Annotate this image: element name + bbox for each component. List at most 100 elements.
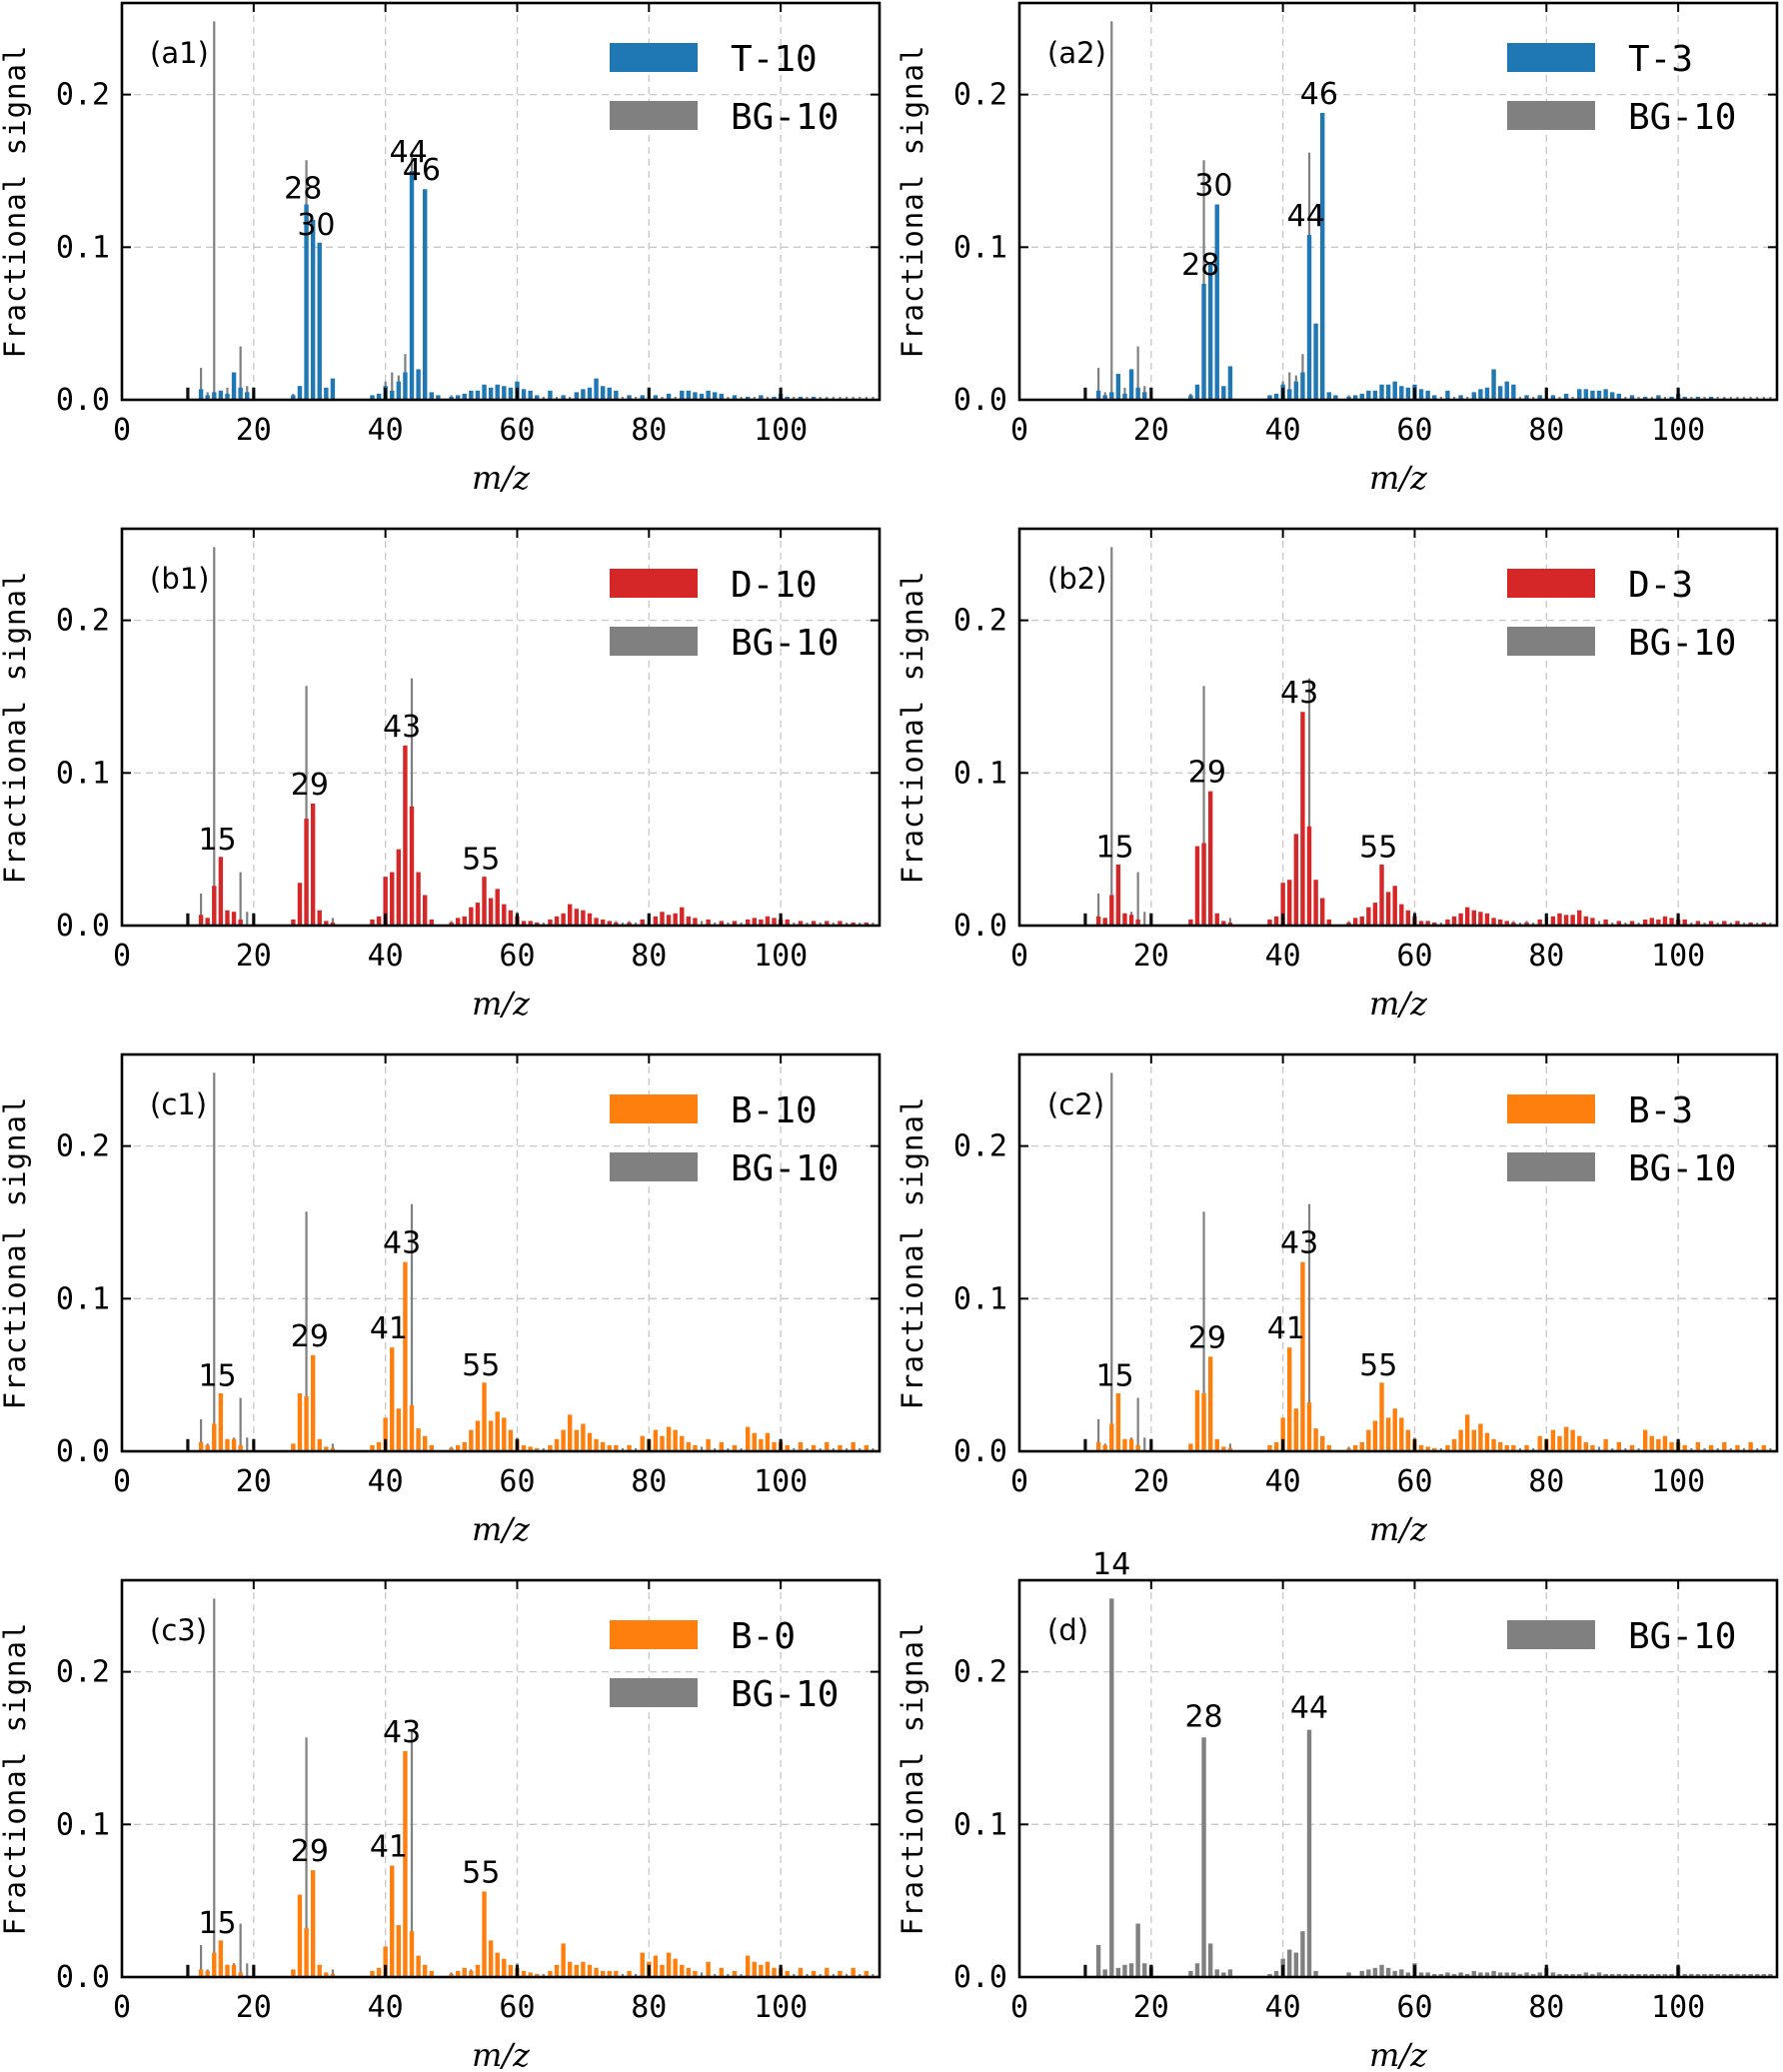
bar-t-3-mz83 <box>1563 393 1569 400</box>
bar-t-10-mz50 <box>449 396 454 400</box>
chart-panel-4: 0 20 40 60 80 100 0.0 0.1 0.2 m/z Fractional signa… <box>895 527 1779 1023</box>
peak-annotation: 43 <box>383 1226 421 1261</box>
bar-d-3-mz83 <box>1563 915 1569 926</box>
bar-bg-10-mz94 <box>1637 922 1640 926</box>
bar-bg-10-mz41 <box>1287 1949 1292 1977</box>
bar-bg-10-mz76 <box>1518 396 1522 400</box>
y-tick-label: 0.1 <box>56 1281 110 1316</box>
bar-d-3-mz89 <box>1603 919 1608 926</box>
y-tick-label: 0.1 <box>953 230 1007 265</box>
y-tick-label: 0.1 <box>56 230 110 265</box>
legend-label: BG-10 <box>1628 1148 1736 1189</box>
legend-swatch-bg-10 <box>1507 627 1595 656</box>
peak-annotation: 29 <box>291 1834 329 1869</box>
bar-d-3-mz13 <box>1102 918 1107 926</box>
bar-bg-10-mz18 <box>1136 872 1139 926</box>
bar-d-3-mz29 <box>1207 791 1213 926</box>
bar-bg-10-mz110 <box>1742 1447 1746 1451</box>
x-tick-label: 60 <box>1396 1464 1432 1499</box>
bar-bg-10-mz92 <box>727 396 730 400</box>
bar-b-3-mz74 <box>1504 1444 1509 1451</box>
x-axis-label: m/z <box>1369 459 1428 497</box>
chart-panel-5: 0 20 40 60 80 100 0.0 0.1 0.2 m/z Fractional signa… <box>0 1052 882 1548</box>
bar-d-3-mz39 <box>1273 916 1279 926</box>
bar-b-3-mz57 <box>1392 1408 1397 1451</box>
x-tick-label: 80 <box>1528 1990 1564 2025</box>
bar-t-10-mz53 <box>469 390 474 400</box>
bar-b-3-mz66 <box>1451 1438 1457 1451</box>
bar-b-0-mz70 <box>581 1961 586 1977</box>
bar-b-3-mz81 <box>1550 1429 1556 1451</box>
bar-bg-10-mz110 <box>1742 396 1746 400</box>
bar-d-10-mz53 <box>469 907 474 926</box>
x-tick-label: 60 <box>1396 1990 1432 2025</box>
bar-b-10-mz105 <box>811 1444 817 1451</box>
y-axis-label: Fractional signal <box>0 571 32 885</box>
y-tick-label: 0.1 <box>953 756 1007 791</box>
bar-t-10-mz55 <box>482 384 487 400</box>
bar-d-10-mz75 <box>614 922 619 926</box>
x-tick-label: 80 <box>1528 939 1564 974</box>
axes-frame <box>120 527 882 928</box>
bar-b-3-mz111 <box>1748 1441 1753 1451</box>
bar-b-3-mz75 <box>1511 1444 1516 1451</box>
bar-bg-10-mz113 <box>865 396 868 400</box>
bar-bg-10-mz28 <box>305 1211 308 1451</box>
bar-bg-10-mz96 <box>1649 1973 1654 1977</box>
bar-d-10-mz31 <box>324 921 329 926</box>
bar-d-10-mz86 <box>686 916 692 926</box>
bar-bg-10-mz108 <box>1729 1447 1732 1451</box>
bar-bg-10-mz28 <box>1202 160 1205 400</box>
bar-t-3-mz41 <box>1287 389 1292 400</box>
bar-t-3-mz29 <box>1207 262 1213 400</box>
bar-d-10-mz97 <box>759 919 764 926</box>
baseline-marker <box>1083 1438 1087 1451</box>
bar-d-10-mz13 <box>205 918 210 926</box>
bar-t-10-mz83 <box>666 393 672 400</box>
bar-d-10-mz79 <box>640 919 645 926</box>
bar-b-3-mz15 <box>1115 1392 1121 1451</box>
bar-t-3-mz50 <box>1346 396 1351 400</box>
bar-b-3-mz69 <box>1471 1429 1476 1451</box>
bar-bg-10-mz92 <box>727 1973 730 1977</box>
bar-t-10-mz72 <box>594 378 599 400</box>
bar-d-3-mz56 <box>1385 892 1391 926</box>
bar-bg-10-mz104 <box>1702 1973 1707 1977</box>
bar-bg-10-mz12 <box>1095 1944 1101 1977</box>
bar-b-0-mz87 <box>693 1970 698 1977</box>
x-tick-label: 60 <box>499 1464 535 1499</box>
peak-annotation: 15 <box>1095 830 1133 865</box>
bar-t-10-mz44 <box>409 170 415 400</box>
bar-b-10-mz52 <box>462 1441 467 1451</box>
bar-d-3-mz95 <box>1642 919 1648 926</box>
bar-b-0-mz96 <box>752 1961 757 1977</box>
bar-bg-10-mz102 <box>1690 922 1693 926</box>
bar-b-10-mz54 <box>475 1420 481 1451</box>
bar-bg-10-mz19 <box>246 1437 249 1451</box>
bar-d-10-mz38 <box>370 919 375 926</box>
bar-b-0-mz54 <box>475 1964 481 1977</box>
bar-bg-10-mz114 <box>1768 1973 1773 1977</box>
bar-d-10-mz69 <box>574 909 579 926</box>
bar-d-10-mz111 <box>851 922 856 926</box>
x-tick-label: 40 <box>368 1464 404 1499</box>
bar-d-3-mz28 <box>1201 843 1206 926</box>
bar-b-0-mz75 <box>614 1970 619 1977</box>
bar-b-0-mz93 <box>732 1970 738 1977</box>
bar-b-10-mz75 <box>614 1444 619 1451</box>
bar-b-10-mz28 <box>304 1396 309 1451</box>
legend-swatch-b-3 <box>1507 1094 1595 1123</box>
bar-b-3-mz68 <box>1465 1414 1470 1451</box>
bar-bg-10-mz32 <box>331 1443 335 1451</box>
bar-b-0-mz56 <box>488 1940 494 1977</box>
bar-bg-10-mz66 <box>555 396 559 400</box>
bar-t-3-mz99 <box>1669 396 1674 400</box>
bar-d-10-mz95 <box>745 919 751 926</box>
peak-annotation: 41 <box>370 1311 408 1346</box>
bar-d-3-mz113 <box>1761 922 1767 926</box>
bar-bg-10-mz106 <box>1716 396 1719 400</box>
bar-bg-10-mz12 <box>199 1418 203 1451</box>
bar-b-0-mz99 <box>772 1967 777 1977</box>
bar-bg-10-mz32 <box>1227 1969 1233 1977</box>
bar-t-3-mz97 <box>1656 395 1661 400</box>
